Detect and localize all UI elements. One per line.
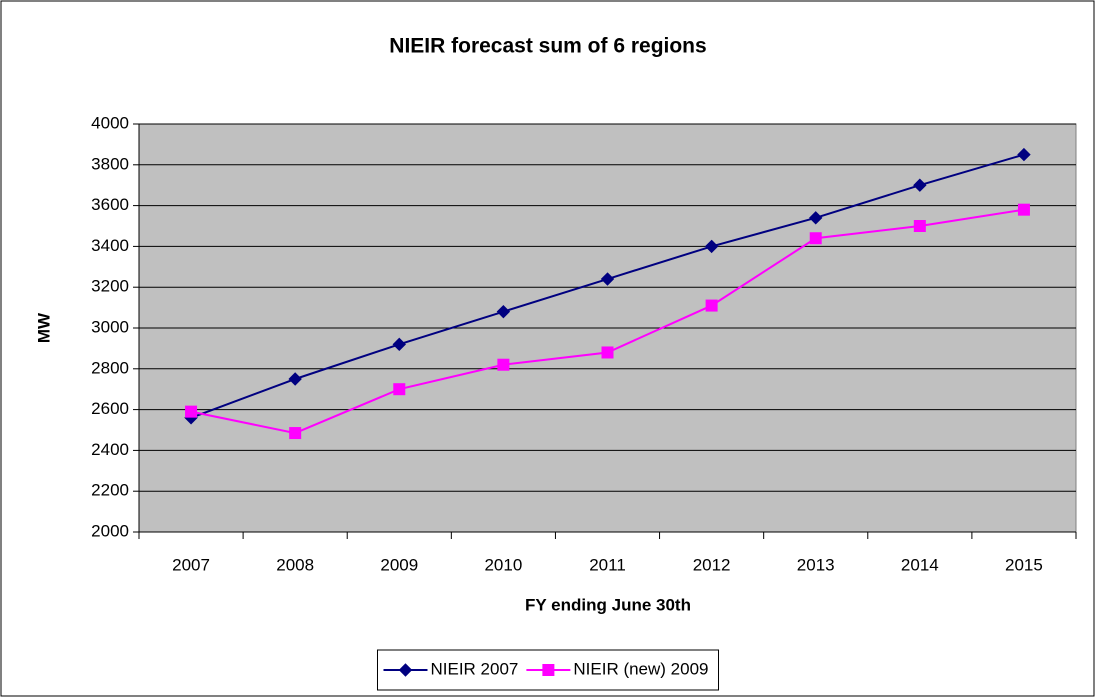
y-tick-label: 4000 <box>91 113 129 132</box>
legend: NIEIR 2007 NIEIR (new) 2009 <box>376 649 720 691</box>
marker <box>601 346 614 359</box>
x-tick-label: 2013 <box>797 555 835 574</box>
x-tick-label: 2011 <box>589 555 626 574</box>
marker <box>289 427 302 440</box>
y-tick-label: 3400 <box>91 236 129 255</box>
y-tick-label: 2600 <box>91 399 129 418</box>
marker <box>185 405 198 418</box>
x-tick-label: 2007 <box>172 555 210 574</box>
x-tick-label: 2015 <box>1005 555 1043 574</box>
legend-label: NIEIR (new) 2009 <box>573 659 708 678</box>
x-tick-label: 2012 <box>693 555 731 574</box>
legend-label: NIEIR 2007 <box>430 659 518 678</box>
marker <box>398 663 413 677</box>
y-tick-label: 3800 <box>91 154 129 173</box>
marker <box>809 211 823 225</box>
y-tick-label: 3600 <box>91 195 129 214</box>
y-tick-label: 2400 <box>91 440 129 459</box>
y-tick-label: 2000 <box>91 521 129 540</box>
marker <box>393 383 406 396</box>
marker <box>1017 203 1030 216</box>
x-tick-label: 2009 <box>380 555 418 574</box>
marker <box>542 664 555 676</box>
y-tick-label: 2800 <box>91 358 129 377</box>
marker <box>288 372 302 386</box>
legend-item: NIEIR 2007 <box>383 659 518 678</box>
marker <box>496 304 511 319</box>
y-tick-label: 2200 <box>91 481 129 500</box>
marker <box>705 299 718 312</box>
x-tick-label: 2014 <box>901 555 939 574</box>
chart-title: NIEIR forecast sum of 6 regions <box>389 35 706 58</box>
y-tick-label: 3200 <box>91 277 129 296</box>
marker <box>392 337 406 352</box>
marker <box>704 239 719 254</box>
x-axis-label: FY ending June 30th <box>525 595 691 614</box>
y-axis-label: MW <box>34 312 53 343</box>
x-tick-label: 2010 <box>484 555 522 574</box>
x-tick-label: 2008 <box>276 555 314 574</box>
legend-item: NIEIR (new) 2009 <box>526 659 709 678</box>
marker <box>1017 147 1031 162</box>
y-tick-label: 3000 <box>91 317 129 336</box>
marker <box>809 232 822 245</box>
marker <box>497 358 510 371</box>
marker <box>600 272 615 286</box>
marker <box>913 220 926 232</box>
marker <box>913 178 927 192</box>
